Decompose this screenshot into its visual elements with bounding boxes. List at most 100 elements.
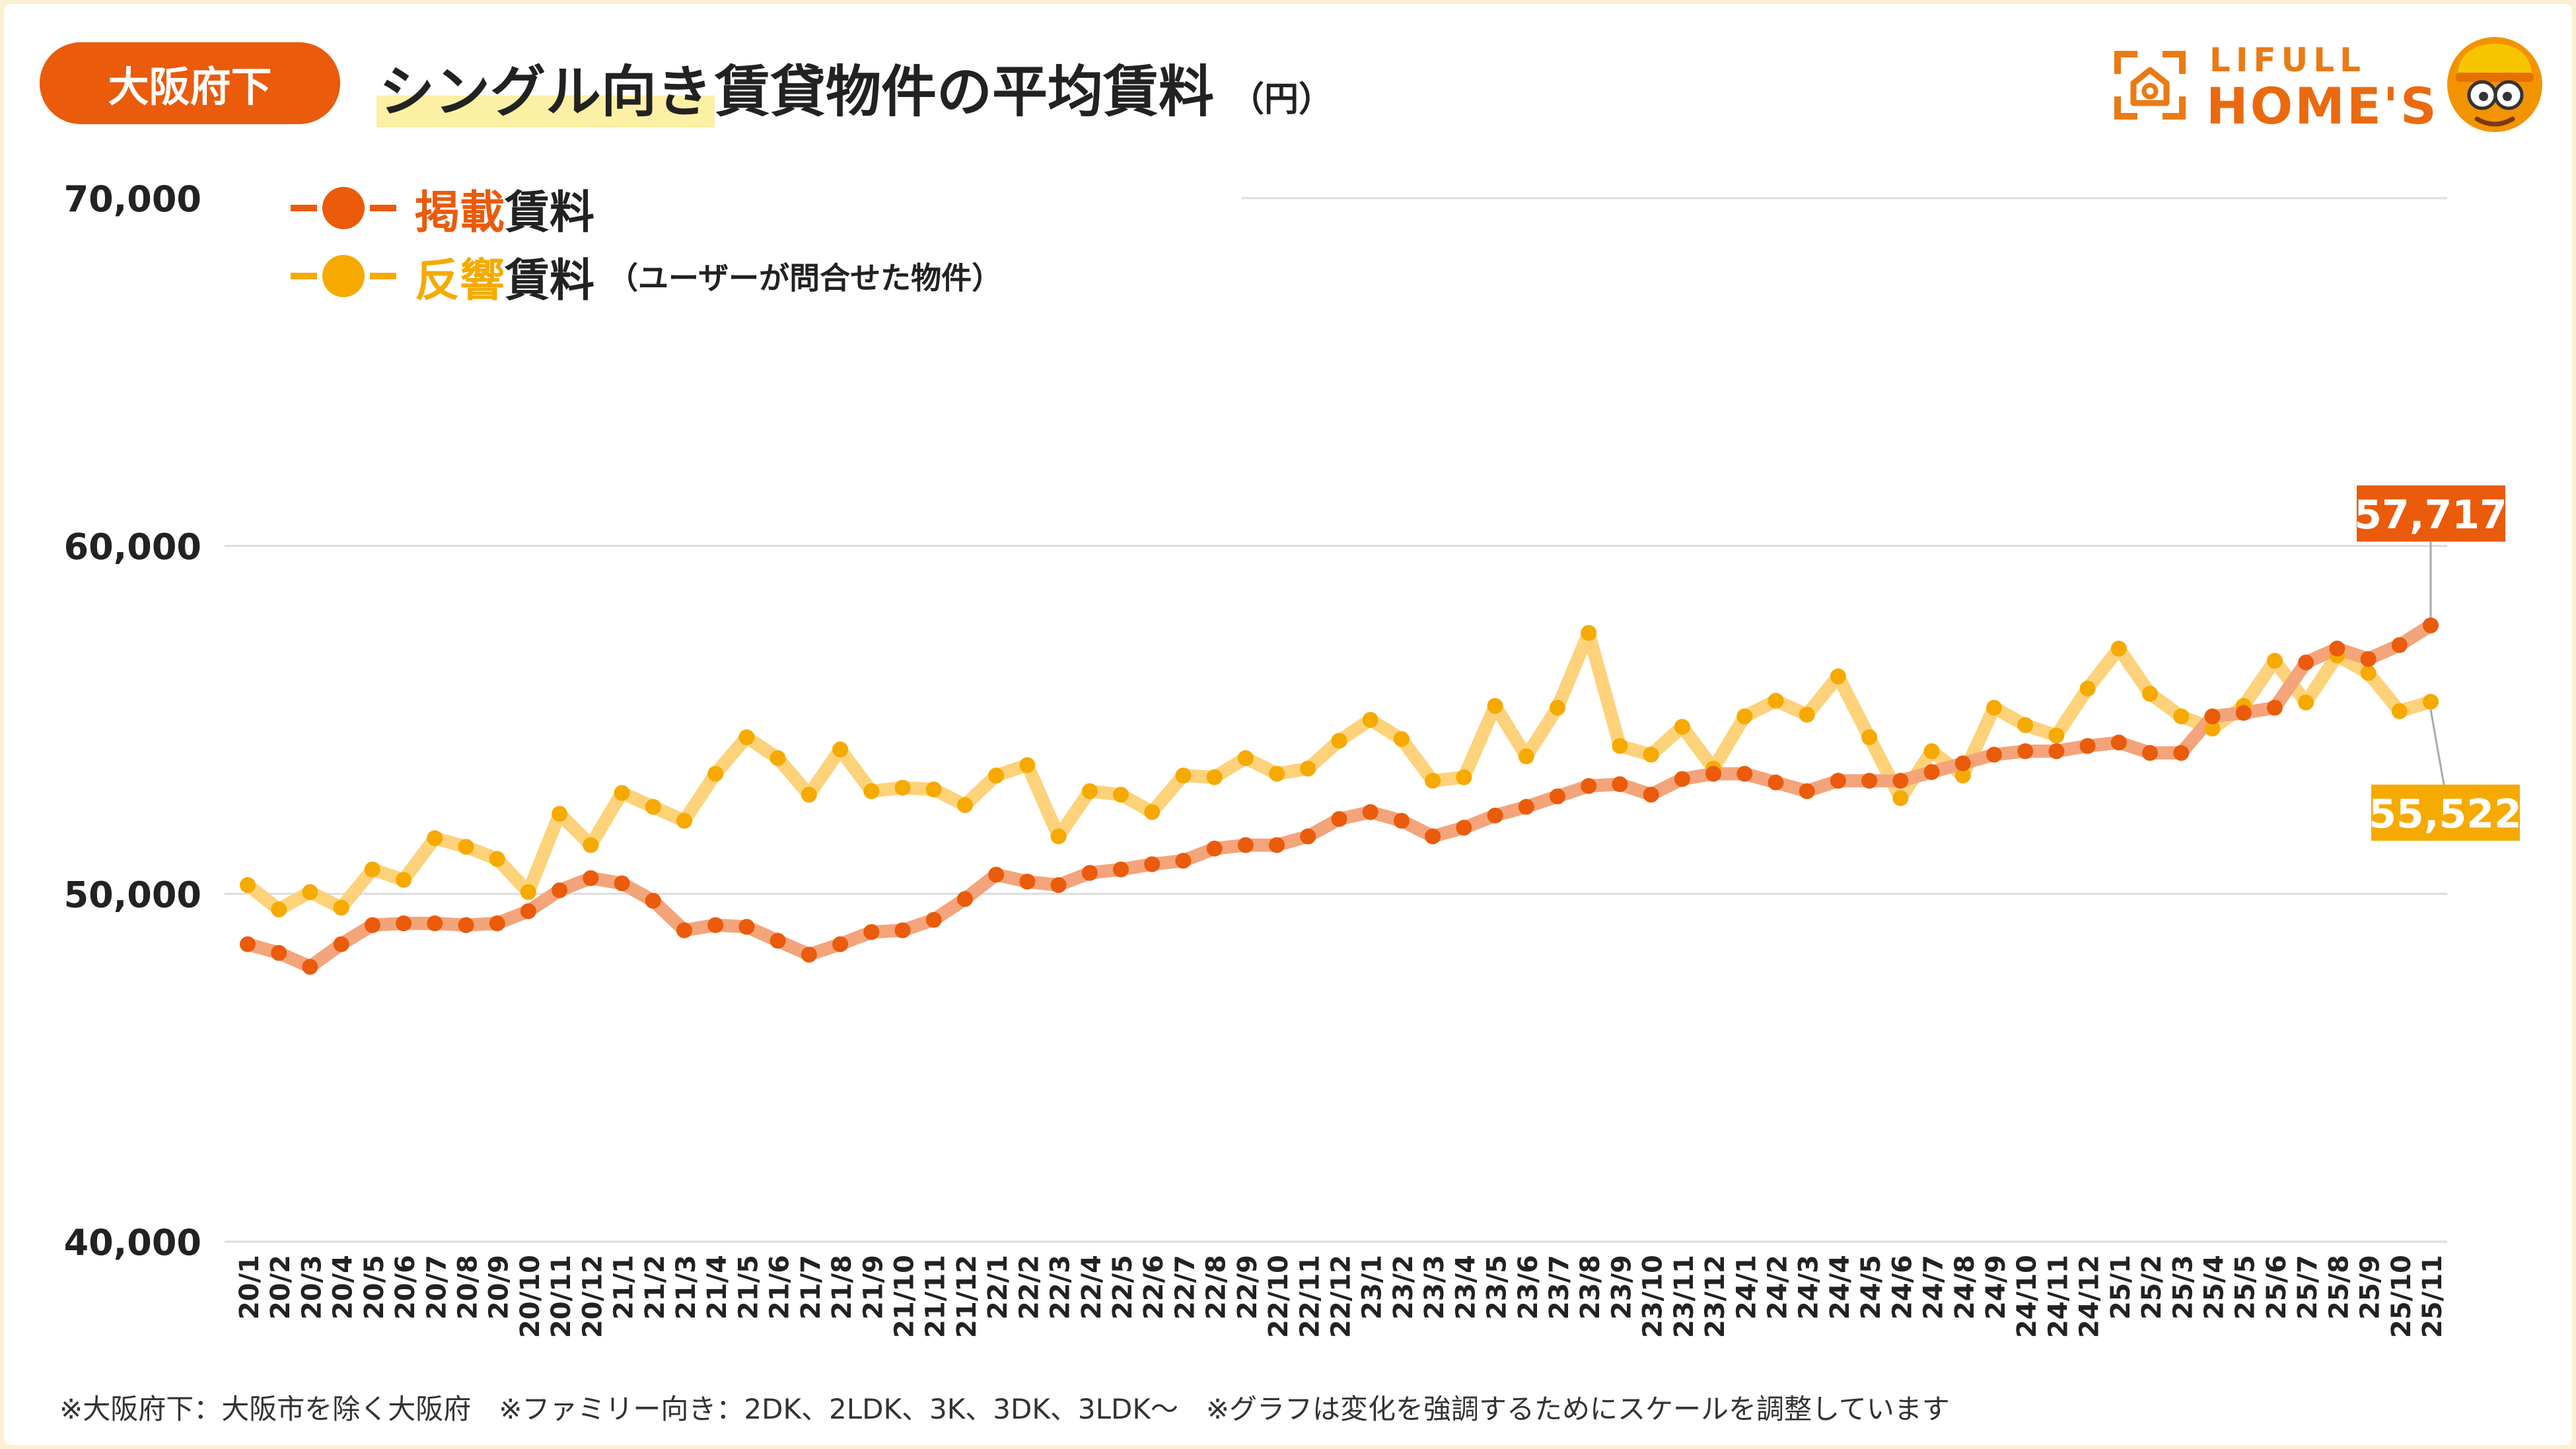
x-tick-label: 22/3 [1046,1255,1076,1320]
mascot-icon [2447,37,2542,132]
title-highlight: シングル向き [376,48,715,127]
x-tick-label: 22/2 [1014,1255,1044,1320]
data-point-response [2079,680,2096,697]
x-tick-label: 25/7 [2293,1255,2323,1320]
x-tick-label: 21/11 [921,1255,951,1338]
data-point-response [489,851,505,867]
x-tick-label: 25/1 [2106,1255,2136,1320]
data-point-response [1923,743,1940,760]
legend-item-response: 反響賃料 （ユーザーが問合せた物件） [291,246,1003,307]
data-point-response [1456,769,1472,785]
x-tick-label: 23/10 [1638,1255,1668,1338]
data-point-listing [1144,856,1161,872]
data-point-listing [333,936,349,952]
x-tick-label: 20/11 [546,1255,577,1338]
x-tick-label: 22/7 [1170,1255,1200,1320]
end-label-response: 55,522 [2369,791,2522,837]
x-tick-label: 24/11 [2043,1255,2073,1338]
data-point-listing [2173,745,2190,761]
x-tick-label: 20/5 [359,1255,390,1320]
data-point-listing [271,944,287,961]
data-point-response [1050,828,1067,845]
data-point-listing [1892,773,1909,789]
x-tick-label: 23/4 [1450,1255,1481,1320]
x-tick-label: 24/12 [2075,1255,2105,1338]
data-point-listing [2142,745,2159,761]
x-tick-label: 20/4 [328,1255,359,1320]
data-point-listing [583,870,599,886]
x-tick-label: 21/12 [952,1255,982,1338]
data-point-listing [2204,708,2221,725]
x-tick-label: 24/7 [1919,1255,1949,1320]
data-point-response [2391,703,2408,719]
brand-logo: LIFULL HOME'S [2114,32,2550,137]
data-point-response [1113,787,1129,803]
data-point-response [1269,765,1285,782]
data-point-listing [1923,764,1940,780]
x-tick-label: 22/11 [1295,1255,1325,1338]
x-tick-label: 22/6 [1139,1255,1169,1320]
x-tick-label: 23/2 [1388,1255,1419,1320]
x-tick-label: 20/12 [577,1255,608,1338]
data-point-response [801,787,817,803]
data-point-response [2173,708,2190,725]
x-tick-label: 21/3 [671,1255,701,1320]
x-tick-label: 21/9 [858,1255,888,1320]
data-point-response [1518,748,1534,765]
data-point-listing [427,915,443,932]
data-point-listing [1175,853,1192,869]
data-point-listing [1705,765,1722,782]
legend-note-response: （ユーザーが問合せた物件） [608,260,1003,296]
data-point-response [2266,653,2283,669]
legend-label-listing: 掲載賃料 [415,186,595,239]
data-point-listing [1300,828,1316,845]
series-points [240,617,2439,975]
x-tick-label: 24/6 [1887,1255,1917,1320]
x-tick-label: 25/9 [2355,1255,2386,1320]
data-point-response [552,806,568,822]
data-point-listing [1393,812,1410,829]
x-tick-label: 20/1 [234,1255,265,1320]
data-point-response [1612,738,1628,754]
data-point-response [2110,641,2127,657]
data-point-listing [769,933,786,949]
data-point-listing [738,919,755,935]
legend-label-response: 反響賃料 [415,254,595,307]
data-point-listing [1799,783,1815,799]
data-point-response [676,812,692,829]
x-tick-label: 22/4 [1077,1255,1107,1320]
data-point-response [240,877,256,894]
data-point-response [1206,769,1223,785]
data-point-listing [1206,840,1223,857]
data-point-listing [2235,705,2252,721]
data-point-response [2142,686,2159,702]
data-point-listing [1113,861,1129,878]
data-point-listing [1830,773,1846,789]
data-point-listing [1331,811,1347,828]
data-point-listing [2017,743,2034,760]
footnote: ※大阪府下：大阪市を除く大阪府 ※ファミリー向き：2DK、2LDK、3K、3DK… [59,1393,1950,1425]
x-tick-label: 20/10 [515,1255,546,1338]
x-tick-label: 25/4 [2200,1255,2230,1320]
x-tick-label: 24/8 [1950,1255,1980,1320]
y-tick-label: 60,000 [64,526,201,568]
data-point-response [1425,773,1441,789]
data-point-response [738,729,755,746]
data-point-listing [302,958,318,975]
data-point-response [1393,730,1410,747]
region-badge: 大阪府下 [40,42,340,124]
data-point-response [1081,783,1098,799]
x-tick-label: 20/8 [453,1255,483,1320]
data-point-listing [988,866,1005,883]
data-point-listing [1081,865,1098,881]
data-point-listing [458,917,474,933]
data-point-response [1487,697,1503,714]
data-point-response [894,779,911,796]
data-point-listing [956,891,973,907]
x-tick-label: 25/8 [2324,1255,2354,1320]
data-point-listing [1237,837,1254,853]
data-point-response [1331,732,1347,749]
data-point-response [1830,668,1846,685]
data-point-listing [2298,654,2314,671]
